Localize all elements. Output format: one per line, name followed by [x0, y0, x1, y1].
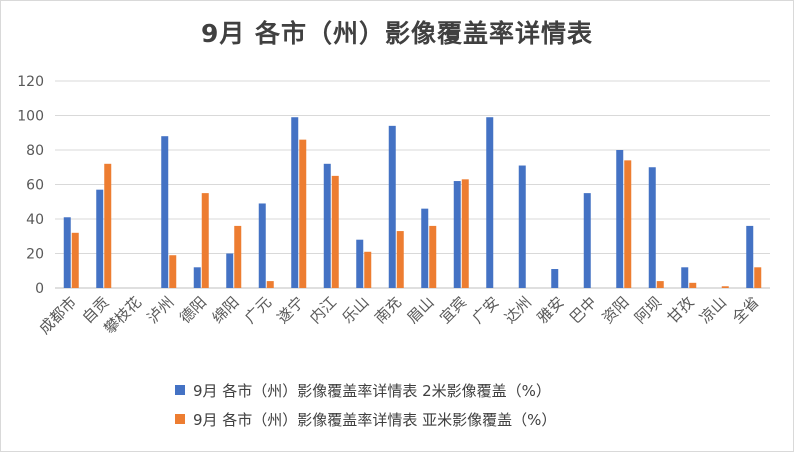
bar-series-1 [258, 203, 266, 288]
x-category-label: 达州 [501, 293, 535, 327]
bar-series-1 [226, 253, 234, 288]
bar-series-2 [299, 139, 307, 288]
chart-title: 9月 各市（州）影像覆盖率详情表 [200, 19, 594, 48]
bar-series-2 [754, 267, 762, 288]
bar-series-1 [648, 167, 656, 288]
x-category-label: 凉山 [696, 293, 730, 327]
y-tick-label: 0 [35, 281, 44, 297]
y-tick-label: 80 [26, 143, 44, 159]
bar-series-2 [689, 282, 697, 288]
legend-item-series-2: 9月 各市（州）影像覆盖率详情表 亚米影像覆盖（%） [175, 407, 556, 431]
bar-series-1 [193, 267, 201, 288]
x-category-label: 阿坝 [631, 293, 665, 327]
bar-series-1 [161, 136, 169, 288]
x-axis-categories: 成都市自贡攀枝花泸州德阳绵阳广元遂宁内江乐山南充眉山宜宾广安达州雅安巴中资阳阿坝… [36, 293, 763, 338]
x-category-label: 攀枝花 [101, 293, 146, 338]
bar-series-1 [421, 208, 429, 288]
bar-series-2 [721, 286, 729, 288]
bar-series-1 [518, 165, 526, 288]
bar-series-2 [364, 251, 372, 288]
bar-series-2 [396, 231, 404, 288]
bar-series-2 [71, 232, 79, 288]
legend-item-series-1: 9月 各市（州）影像覆盖率详情表 2米影像覆盖（%） [175, 378, 556, 402]
bar-series-1 [616, 150, 624, 288]
bar-series-1 [746, 225, 754, 288]
bar-series-1 [388, 125, 396, 288]
y-axis-ticks: 0 20 40 60 80 100 120 [17, 74, 44, 297]
bar-series-2 [331, 175, 339, 288]
x-category-label: 雅安 [534, 293, 568, 327]
bar-series-1 [291, 117, 299, 288]
x-category-label: 成都市 [36, 293, 81, 338]
bar-series-2 [429, 225, 437, 288]
bar-series-1 [681, 267, 689, 288]
x-category-label: 广安 [469, 293, 503, 327]
x-category-label: 广元 [241, 293, 275, 327]
bar-series-1 [583, 193, 591, 288]
bar-series-1 [551, 269, 559, 288]
bar-series-2 [234, 225, 242, 288]
bar-series-2 [266, 281, 274, 288]
x-category-label: 泸州 [144, 293, 178, 327]
legend-swatch-series-1 [175, 385, 185, 395]
bar-series-2 [624, 160, 632, 288]
bar-series-2 [656, 281, 664, 288]
bar-series-1 [356, 239, 364, 288]
y-tick-label: 20 [26, 247, 44, 263]
legend-label-series-2: 9月 各市（州）影像覆盖率详情表 亚米影像覆盖（%） [193, 410, 557, 429]
x-category-label: 遂宁 [274, 293, 308, 327]
x-category-label: 绵阳 [209, 293, 243, 327]
x-category-label: 眉山 [404, 293, 438, 327]
legend: 9月 各市（州）影像覆盖率详情表 2米影像覆盖（%） 9月 各市（州）影像覆盖率… [175, 378, 556, 436]
y-tick-label: 60 [26, 178, 44, 194]
legend-swatch-series-2 [175, 414, 185, 424]
x-category-label: 宜宾 [436, 293, 470, 327]
y-tick-label: 40 [26, 212, 44, 228]
x-category-label: 南充 [371, 293, 405, 327]
x-category-label: 内江 [306, 293, 340, 327]
x-category-label: 德阳 [176, 293, 210, 327]
bar-series-1 [486, 117, 494, 288]
x-category-label: 甘孜 [664, 293, 698, 327]
x-category-label: 资阳 [599, 293, 633, 327]
bar-series-1 [96, 189, 104, 288]
bar-series-2 [201, 193, 209, 288]
x-category-label: 巴中 [566, 293, 600, 327]
bar-series-1 [63, 217, 71, 288]
y-tick-label: 120 [17, 74, 44, 90]
bar-series-2 [169, 255, 177, 288]
legend-label-series-1: 9月 各市（州）影像覆盖率详情表 2米影像覆盖（%） [193, 381, 551, 400]
x-category-label: 乐山 [339, 293, 373, 327]
bar-series-2 [104, 163, 112, 288]
bar-series-2 [461, 179, 469, 288]
bar-series-1 [453, 181, 461, 288]
bar-series-1 [323, 163, 331, 288]
x-category-label: 全省 [729, 293, 763, 327]
y-tick-label: 100 [17, 109, 44, 125]
bars [63, 117, 762, 288]
